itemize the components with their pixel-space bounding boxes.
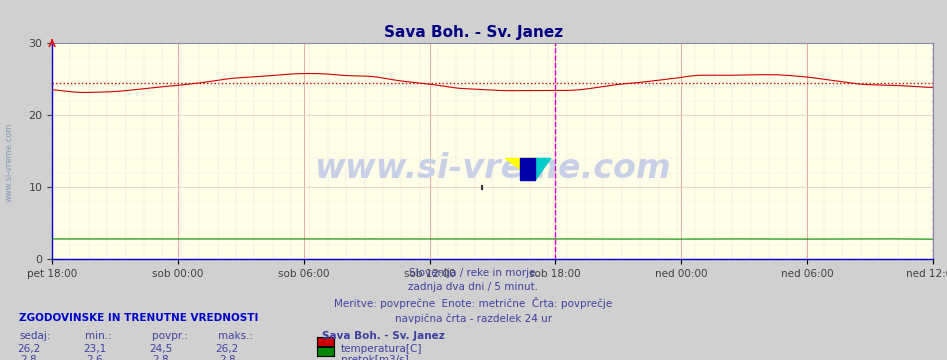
- Text: povpr.:: povpr.:: [152, 331, 188, 341]
- Text: sedaj:: sedaj:: [19, 331, 50, 341]
- Text: pretok[m3/s]: pretok[m3/s]: [341, 355, 409, 360]
- Text: 2,8: 2,8: [219, 355, 236, 360]
- Text: Sava Boh. - Sv. Janez: Sava Boh. - Sv. Janez: [322, 331, 445, 341]
- Polygon shape: [505, 158, 535, 180]
- Text: 26,2: 26,2: [216, 344, 239, 354]
- Text: ZGODOVINSKE IN TRENUTNE VREDNOSTI: ZGODOVINSKE IN TRENUTNE VREDNOSTI: [19, 313, 259, 323]
- Polygon shape: [535, 158, 550, 180]
- Text: maks.:: maks.:: [218, 331, 253, 341]
- Text: min.:: min.:: [85, 331, 112, 341]
- Text: Sava Boh. - Sv. Janez: Sava Boh. - Sv. Janez: [384, 25, 563, 40]
- Text: Slovenija / reke in morje.
zadnja dva dni / 5 minut.
Meritve: povprečne  Enote: : Slovenija / reke in morje. zadnja dva dn…: [334, 268, 613, 324]
- Text: 2,8: 2,8: [152, 355, 170, 360]
- Text: www.si-vreme.com: www.si-vreme.com: [5, 122, 14, 202]
- Text: 23,1: 23,1: [83, 344, 106, 354]
- Text: 2,8: 2,8: [20, 355, 37, 360]
- Text: 26,2: 26,2: [17, 344, 40, 354]
- Text: 24,5: 24,5: [150, 344, 172, 354]
- Text: 2,6: 2,6: [86, 355, 103, 360]
- Text: www.si-vreme.com: www.si-vreme.com: [314, 152, 670, 185]
- Text: temperatura[C]: temperatura[C]: [341, 344, 422, 354]
- Polygon shape: [520, 158, 535, 180]
